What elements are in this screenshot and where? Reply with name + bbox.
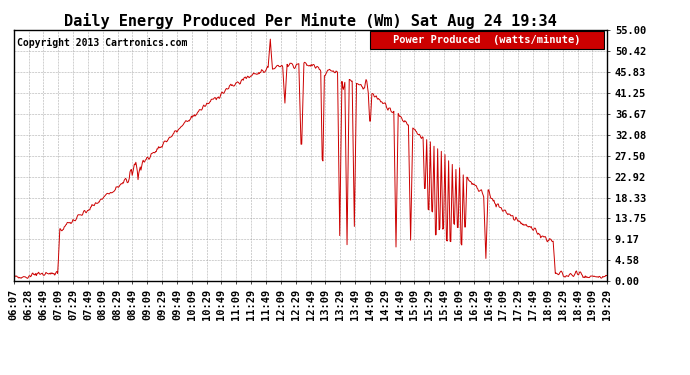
Text: Power Produced  (watts/minute): Power Produced (watts/minute) (393, 35, 580, 45)
Text: Copyright 2013 Cartronics.com: Copyright 2013 Cartronics.com (17, 38, 187, 48)
Title: Daily Energy Produced Per Minute (Wm) Sat Aug 24 19:34: Daily Energy Produced Per Minute (Wm) Sa… (64, 13, 557, 29)
FancyBboxPatch shape (370, 31, 604, 49)
